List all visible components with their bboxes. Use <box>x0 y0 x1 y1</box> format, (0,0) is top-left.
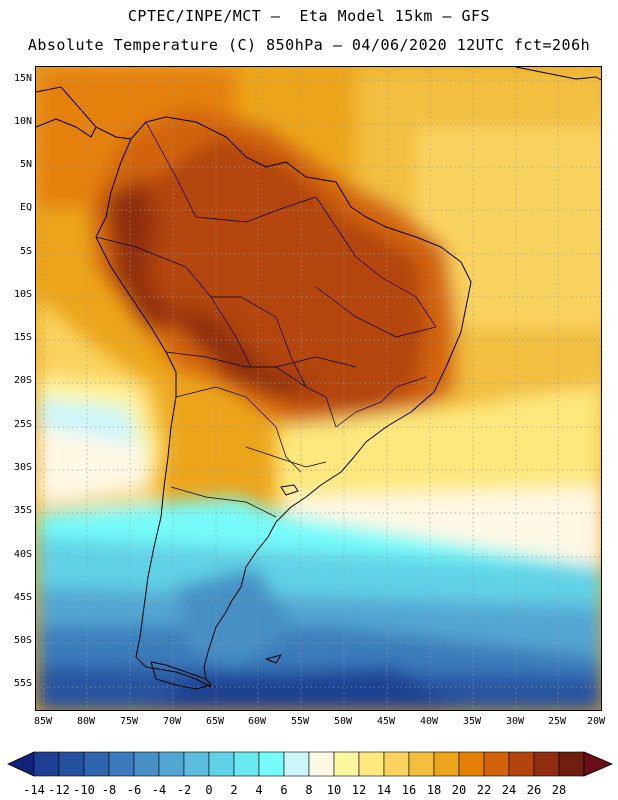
latitude-label: 55S <box>13 678 32 689</box>
colorbar-label: 22 <box>476 783 492 797</box>
longitude-label: 50W <box>333 716 353 727</box>
colorbar-label: 16 <box>401 783 417 797</box>
colorbar-swatch <box>183 751 210 777</box>
colorbar-label: 18 <box>426 783 442 797</box>
country-borders <box>95 121 437 518</box>
longitude-label: 60W <box>247 716 267 727</box>
colorbar-swatch <box>408 751 435 777</box>
latitude-label: EQ <box>19 202 32 213</box>
latitude-label: 10N <box>13 116 32 127</box>
colorbar-swatch <box>458 751 485 777</box>
colorbar-label: 24 <box>501 783 517 797</box>
longitude-label: 85W <box>33 716 53 727</box>
colorbar-swatch <box>433 751 460 777</box>
latitude-label: 5S <box>19 246 32 257</box>
colorbar-swatch <box>33 751 60 777</box>
latitude-label: 45S <box>13 592 32 603</box>
colorbar-swatch <box>508 751 535 777</box>
longitude-label: 70W <box>162 716 182 727</box>
colorbar-swatch <box>108 751 135 777</box>
longitude-label: 35W <box>462 716 482 727</box>
longitude-label: 55W <box>290 716 310 727</box>
longitude-label: 30W <box>505 716 525 727</box>
colorbar-label: 6 <box>280 783 288 797</box>
colorbar-swatch <box>533 751 560 777</box>
colorbar-under-arrow <box>7 751 35 777</box>
longitude-label: 40W <box>419 716 439 727</box>
colorbar-label: -14 <box>23 783 45 797</box>
colorbar-swatch <box>208 751 235 777</box>
colorbar-label: 12 <box>351 783 367 797</box>
colorbar-label: -8 <box>101 783 117 797</box>
colorbar-label: 0 <box>205 783 213 797</box>
colorbar-label: 2 <box>230 783 238 797</box>
coastlines <box>36 67 601 690</box>
colorbar-swatch <box>258 751 285 777</box>
latitude-label: 15N <box>13 73 32 84</box>
temperature-map <box>36 67 601 710</box>
colorbar <box>7 751 614 777</box>
colorbar-swatch <box>233 751 260 777</box>
colorbar-label: -4 <box>151 783 167 797</box>
latitude-label: 15S <box>13 332 32 343</box>
colorbar-label: -10 <box>73 783 95 797</box>
colorbar-swatch <box>133 751 160 777</box>
longitude-label: 80W <box>76 716 96 727</box>
colorbar-label: 26 <box>526 783 542 797</box>
latitude-label: 40S <box>13 549 32 560</box>
colorbar-swatch <box>158 751 185 777</box>
colorbar-swatch <box>558 751 585 777</box>
colorbar-swatch <box>283 751 310 777</box>
latitude-label: 50S <box>13 635 32 646</box>
title-line-1: CPTEC/INPE/MCT – Eta Model 15km – GFS <box>127 7 491 25</box>
colorbar-label: -12 <box>48 783 70 797</box>
colorbar-swatch <box>58 751 85 777</box>
longitude-label: 25W <box>547 716 567 727</box>
colorbar-label: 28 <box>551 783 567 797</box>
colorbar-swatch <box>83 751 110 777</box>
latitude-label: 20S <box>13 375 32 386</box>
colorbar-swatch <box>333 751 360 777</box>
colorbar-label: -2 <box>176 783 192 797</box>
temperature-shading <box>36 67 601 710</box>
colorbar-label: 14 <box>376 783 392 797</box>
colorbar-swatch <box>383 751 410 777</box>
colorbar-swatch <box>358 751 385 777</box>
latitude-label: 35S <box>13 505 32 516</box>
longitude-label: 65W <box>205 716 225 727</box>
colorbar-swatch <box>308 751 335 777</box>
longitude-label: 45W <box>376 716 396 727</box>
colorbar-swatch <box>483 751 510 777</box>
colorbar-label: 8 <box>305 783 313 797</box>
colorbar-label: 10 <box>326 783 342 797</box>
longitude-label: 20W <box>586 716 606 727</box>
colorbar-label: 20 <box>451 783 467 797</box>
latitude-label: 30S <box>13 462 32 473</box>
colorbar-label: 4 <box>255 783 263 797</box>
map-panel <box>35 66 602 711</box>
latitude-label: 10S <box>13 289 32 300</box>
latitude-label: 5N <box>19 159 32 170</box>
colorbar-over-arrow <box>583 751 614 777</box>
title-line-2: Absolute Temperature (C) 850hPa – 04/06/… <box>27 36 591 54</box>
graticule <box>36 67 601 710</box>
colorbar-label: -6 <box>126 783 142 797</box>
longitude-label: 75W <box>119 716 139 727</box>
latitude-label: 25S <box>13 419 32 430</box>
